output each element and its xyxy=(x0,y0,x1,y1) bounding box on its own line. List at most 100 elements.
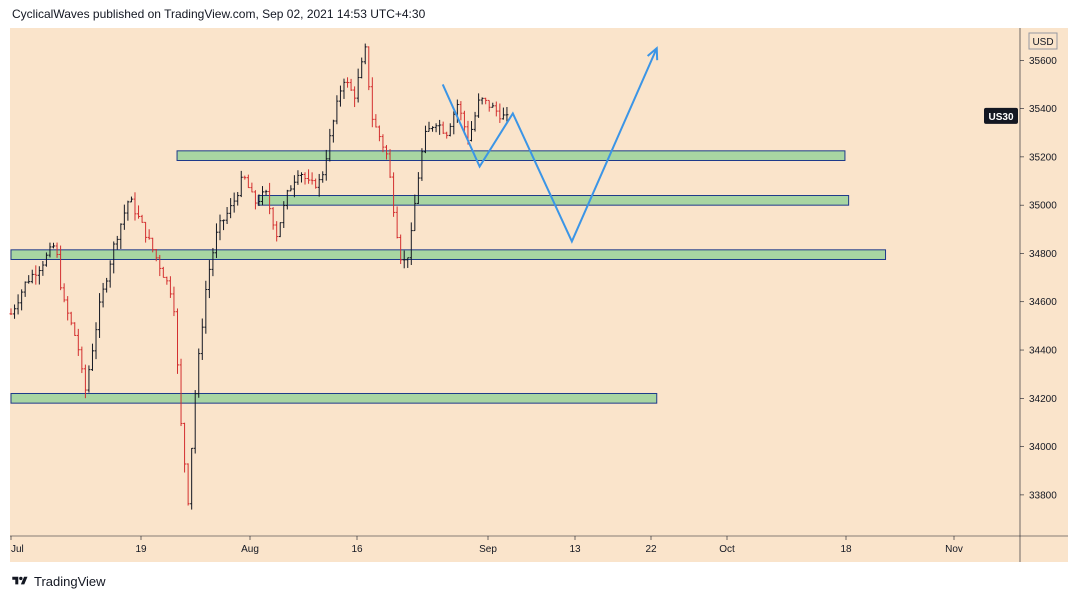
candle xyxy=(69,311,73,326)
footer-brand: TradingView xyxy=(34,573,106,589)
candle xyxy=(94,322,98,360)
candle xyxy=(289,185,293,192)
x-tick-label: Nov xyxy=(945,544,963,555)
candle xyxy=(119,223,123,249)
candle xyxy=(402,250,406,269)
candle xyxy=(73,322,77,336)
x-tick-label: Sep xyxy=(479,544,497,555)
candle xyxy=(186,463,190,506)
candle xyxy=(80,346,84,374)
projection-arrowhead xyxy=(646,46,659,61)
candle xyxy=(115,235,119,250)
x-tick-label: Jul xyxy=(11,544,24,555)
candle xyxy=(342,78,346,99)
candle xyxy=(168,276,172,298)
y-tick-label: 34400 xyxy=(1029,346,1057,357)
candle xyxy=(76,328,80,356)
currency-label: USD xyxy=(1032,37,1053,48)
candle xyxy=(55,242,59,258)
candle xyxy=(392,172,396,217)
candle xyxy=(144,221,148,243)
candle xyxy=(498,103,502,123)
candle xyxy=(16,294,20,315)
candle xyxy=(459,101,463,121)
candle xyxy=(129,196,133,203)
candle xyxy=(285,189,289,210)
candle xyxy=(360,57,364,79)
x-tick-label: 19 xyxy=(135,544,147,555)
candle xyxy=(236,192,240,206)
candle xyxy=(137,205,141,219)
candle xyxy=(434,123,438,133)
candle xyxy=(307,169,311,184)
candle xyxy=(200,318,204,360)
candle xyxy=(406,257,410,268)
candle xyxy=(13,304,17,319)
candle xyxy=(253,190,257,210)
candle xyxy=(427,121,431,132)
candle xyxy=(204,280,208,334)
candle xyxy=(384,145,388,160)
candle xyxy=(470,121,474,142)
candle xyxy=(353,86,357,108)
symbol-label: US30 xyxy=(988,112,1013,123)
candle xyxy=(448,123,452,137)
candle xyxy=(491,102,495,108)
candle xyxy=(416,172,420,205)
candle xyxy=(190,447,194,510)
candle xyxy=(66,296,70,321)
tradingview-logo-icon xyxy=(12,576,28,585)
candle xyxy=(172,286,176,317)
candle xyxy=(346,77,350,88)
candle xyxy=(239,170,243,198)
candle xyxy=(175,308,179,374)
candle xyxy=(438,119,442,135)
candle xyxy=(363,43,367,65)
candle xyxy=(377,125,381,142)
candle xyxy=(299,172,303,183)
x-tick-label: 18 xyxy=(840,544,852,555)
candle xyxy=(27,275,31,284)
candle xyxy=(296,170,300,185)
candle xyxy=(52,242,56,249)
candle xyxy=(23,281,27,297)
y-tick-label: 33800 xyxy=(1029,490,1057,501)
candle xyxy=(331,119,335,143)
candle xyxy=(222,219,226,231)
candle xyxy=(484,97,488,105)
candle xyxy=(243,175,247,180)
candle xyxy=(246,174,250,189)
candle xyxy=(261,186,265,206)
y-tick-label: 35200 xyxy=(1029,152,1057,163)
candle xyxy=(278,222,282,238)
candle xyxy=(370,77,374,128)
candle xyxy=(381,134,385,153)
candle xyxy=(62,283,66,303)
candle xyxy=(98,293,102,338)
candle xyxy=(477,93,481,118)
price-axis: 33800 34000 34200 34400 34600 34800 35000 35200… xyxy=(1020,56,1057,501)
y-tick-label: 34800 xyxy=(1029,249,1057,260)
candle xyxy=(328,128,332,162)
candle xyxy=(367,46,371,91)
candle xyxy=(423,125,427,154)
candle xyxy=(257,194,261,207)
candle xyxy=(154,249,158,262)
candle xyxy=(431,126,435,132)
candle xyxy=(310,172,314,185)
candle xyxy=(232,192,236,213)
candle xyxy=(264,189,268,196)
candle xyxy=(218,214,222,241)
chart-background xyxy=(10,28,1020,536)
candle xyxy=(225,207,229,225)
candle xyxy=(193,390,197,454)
candle xyxy=(335,95,339,125)
candle xyxy=(494,101,498,117)
footer: TradingView xyxy=(10,572,106,590)
zone-1 xyxy=(176,150,846,161)
candle xyxy=(501,107,505,120)
candle xyxy=(122,204,126,230)
candle xyxy=(338,85,342,107)
symbol-badge: US30 xyxy=(984,107,1018,124)
